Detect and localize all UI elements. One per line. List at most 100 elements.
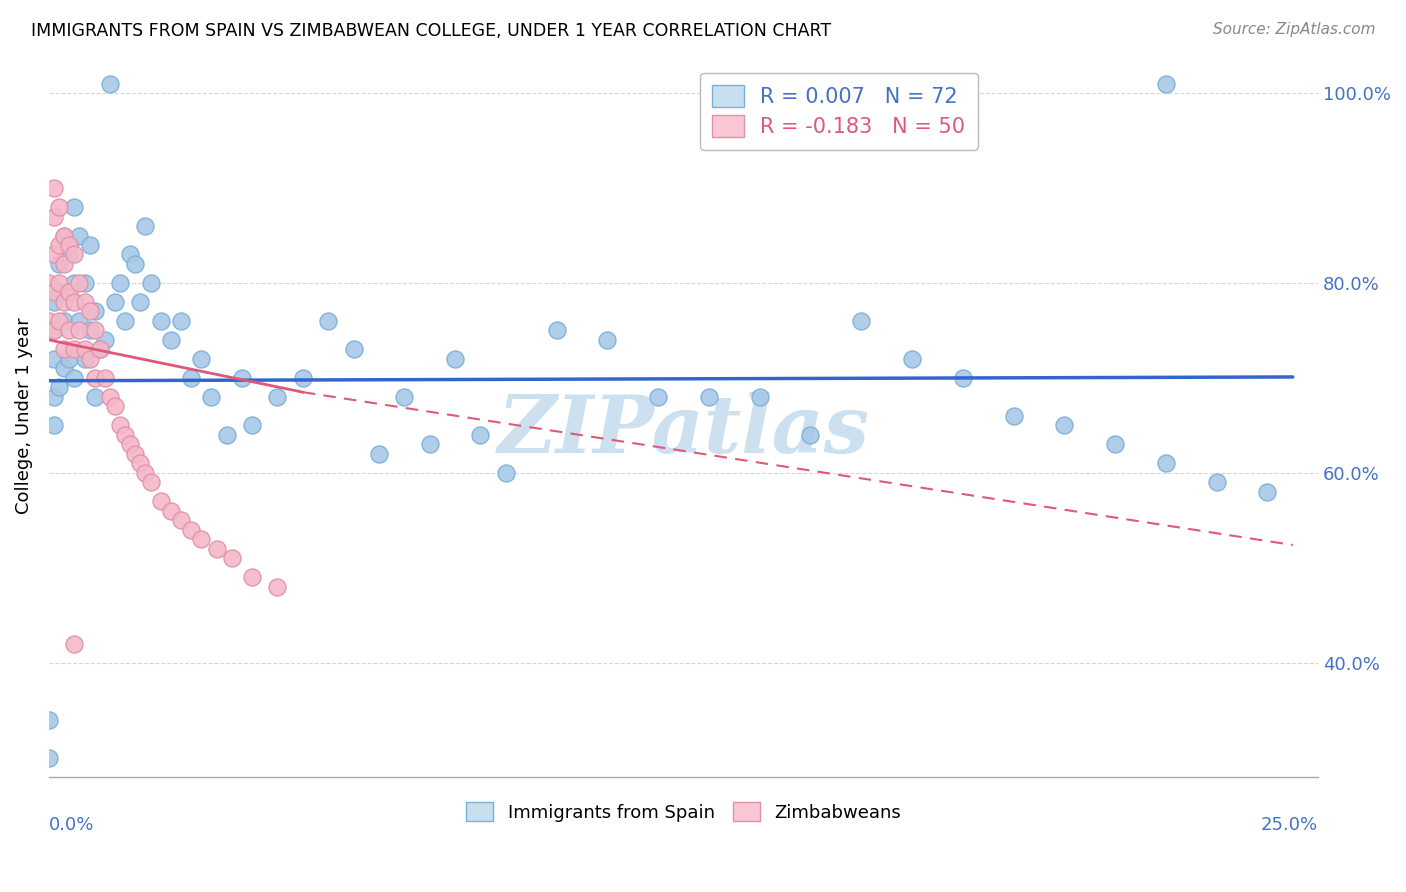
Point bbox=[851, 314, 873, 328]
Point bbox=[79, 304, 101, 318]
Point bbox=[63, 295, 86, 310]
Point bbox=[83, 323, 105, 337]
Point bbox=[53, 314, 76, 328]
Point bbox=[134, 219, 156, 233]
Point bbox=[42, 181, 65, 195]
Point bbox=[190, 351, 212, 366]
Point bbox=[58, 238, 80, 252]
Point bbox=[83, 371, 105, 385]
Point bbox=[94, 333, 117, 347]
Point bbox=[42, 210, 65, 224]
Point bbox=[48, 314, 70, 328]
Point bbox=[200, 390, 222, 404]
Point bbox=[38, 276, 60, 290]
Point bbox=[1205, 475, 1227, 490]
Point bbox=[53, 257, 76, 271]
Point bbox=[120, 247, 142, 261]
Point bbox=[108, 418, 131, 433]
Point bbox=[38, 750, 60, 764]
Point bbox=[139, 475, 162, 490]
Point bbox=[799, 428, 821, 442]
Point bbox=[42, 295, 65, 310]
Point bbox=[596, 333, 619, 347]
Point bbox=[901, 351, 924, 366]
Point bbox=[124, 447, 146, 461]
Point bbox=[129, 295, 152, 310]
Point bbox=[58, 247, 80, 261]
Point bbox=[63, 343, 86, 357]
Text: Source: ZipAtlas.com: Source: ZipAtlas.com bbox=[1212, 22, 1375, 37]
Point bbox=[1154, 77, 1177, 91]
Point bbox=[170, 314, 193, 328]
Point bbox=[89, 343, 111, 357]
Point bbox=[73, 343, 96, 357]
Point bbox=[180, 523, 202, 537]
Point bbox=[38, 713, 60, 727]
Point bbox=[79, 351, 101, 366]
Point bbox=[1256, 484, 1278, 499]
Point bbox=[215, 428, 238, 442]
Point bbox=[952, 371, 974, 385]
Point bbox=[139, 276, 162, 290]
Point bbox=[42, 285, 65, 300]
Point bbox=[159, 504, 181, 518]
Point bbox=[38, 314, 60, 328]
Point bbox=[67, 276, 90, 290]
Point bbox=[53, 228, 76, 243]
Point bbox=[748, 390, 770, 404]
Point bbox=[48, 200, 70, 214]
Point bbox=[67, 314, 90, 328]
Point bbox=[134, 466, 156, 480]
Point bbox=[419, 437, 441, 451]
Point bbox=[79, 238, 101, 252]
Point bbox=[67, 228, 90, 243]
Point bbox=[159, 333, 181, 347]
Point bbox=[205, 541, 228, 556]
Point bbox=[231, 371, 253, 385]
Point bbox=[63, 371, 86, 385]
Point bbox=[170, 513, 193, 527]
Point bbox=[83, 304, 105, 318]
Point bbox=[58, 351, 80, 366]
Point bbox=[149, 314, 172, 328]
Point bbox=[53, 343, 76, 357]
Point bbox=[42, 390, 65, 404]
Point bbox=[124, 257, 146, 271]
Point bbox=[104, 295, 127, 310]
Point bbox=[48, 257, 70, 271]
Point bbox=[83, 390, 105, 404]
Point bbox=[1104, 437, 1126, 451]
Point bbox=[114, 428, 136, 442]
Point bbox=[444, 351, 467, 366]
Legend: Immigrants from Spain, Zimbabweans: Immigrants from Spain, Zimbabweans bbox=[458, 795, 908, 829]
Point bbox=[58, 323, 80, 337]
Point bbox=[42, 418, 65, 433]
Point bbox=[120, 437, 142, 451]
Point bbox=[647, 390, 669, 404]
Point bbox=[190, 533, 212, 547]
Point bbox=[470, 428, 492, 442]
Point bbox=[48, 276, 70, 290]
Y-axis label: College, Under 1 year: College, Under 1 year bbox=[15, 318, 32, 515]
Point bbox=[98, 390, 121, 404]
Text: IMMIGRANTS FROM SPAIN VS ZIMBABWEAN COLLEGE, UNDER 1 YEAR CORRELATION CHART: IMMIGRANTS FROM SPAIN VS ZIMBABWEAN COLL… bbox=[31, 22, 831, 40]
Text: 0.0%: 0.0% bbox=[49, 816, 94, 834]
Point bbox=[53, 361, 76, 376]
Point bbox=[73, 351, 96, 366]
Point bbox=[42, 351, 65, 366]
Point bbox=[266, 580, 288, 594]
Point bbox=[63, 200, 86, 214]
Point bbox=[48, 285, 70, 300]
Point bbox=[316, 314, 339, 328]
Point bbox=[94, 371, 117, 385]
Point bbox=[240, 418, 263, 433]
Point bbox=[108, 276, 131, 290]
Point bbox=[98, 77, 121, 91]
Point bbox=[53, 228, 76, 243]
Point bbox=[42, 323, 65, 337]
Point bbox=[63, 247, 86, 261]
Point bbox=[240, 570, 263, 584]
Point bbox=[48, 238, 70, 252]
Point bbox=[67, 323, 90, 337]
Point bbox=[129, 456, 152, 470]
